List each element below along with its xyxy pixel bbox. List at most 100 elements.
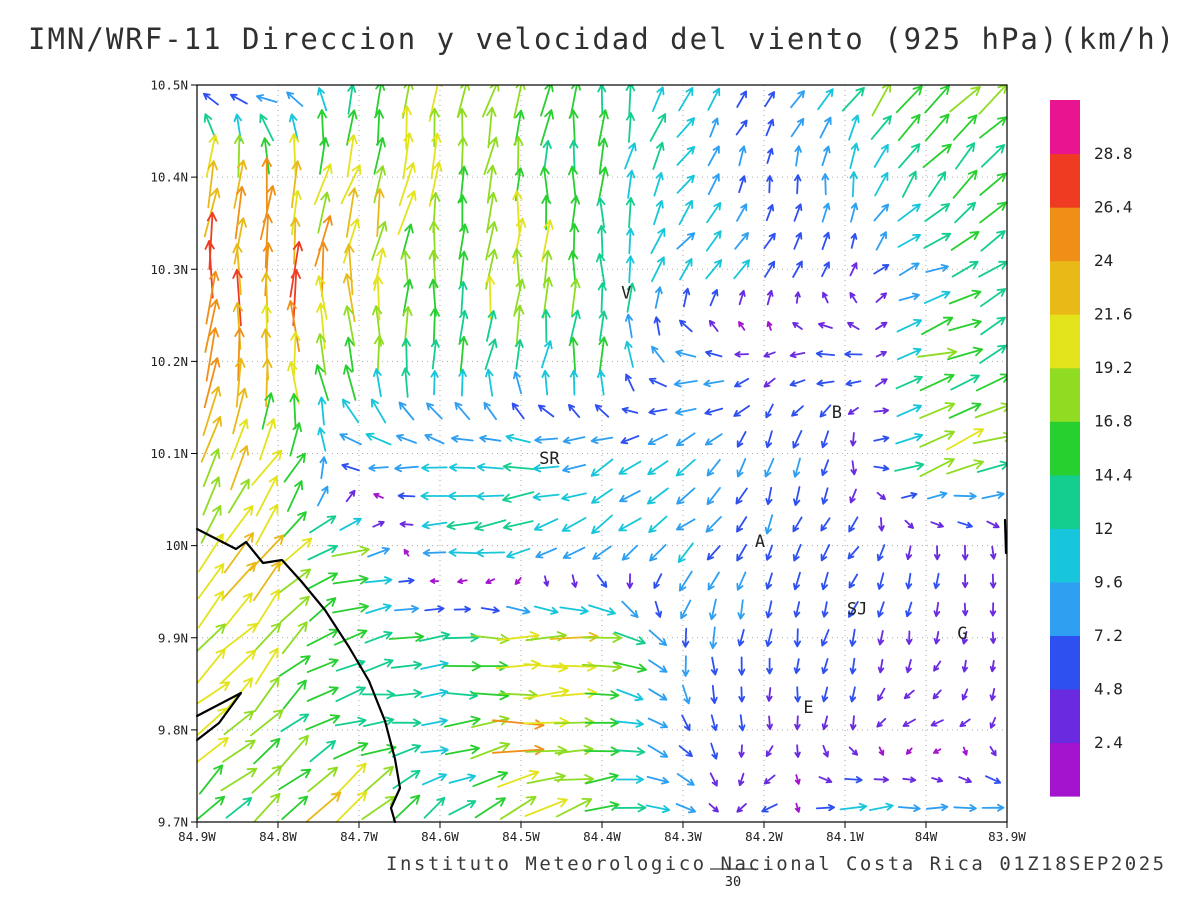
wind-arrow — [472, 661, 509, 671]
wind-arrow — [280, 734, 309, 768]
wind-arrow — [421, 521, 448, 530]
wind-arrow — [307, 572, 338, 590]
wind-arrow — [204, 298, 220, 353]
wind-arrow — [418, 631, 451, 642]
wind-arrow — [736, 516, 748, 533]
wind-arrow — [675, 458, 696, 477]
wind-arrow — [339, 517, 362, 531]
wind-arrow — [792, 543, 802, 562]
wind-arrow — [849, 142, 860, 169]
x-tick-label: 84.4W — [583, 829, 621, 844]
wind-arrow — [981, 144, 1006, 168]
wind-arrow — [897, 113, 921, 142]
x-tick-label: 84.3W — [664, 829, 702, 844]
colorbar-segment — [1050, 581, 1080, 636]
wind-arrow — [847, 321, 860, 330]
wind-arrow — [313, 163, 333, 205]
wind-arrow — [709, 598, 717, 621]
wind-arrow — [653, 172, 664, 197]
wind-arrow — [926, 803, 949, 812]
wind-arrow — [930, 521, 944, 529]
wind-arrow — [233, 159, 248, 209]
wind-arrow — [792, 260, 803, 278]
wind-arrow — [524, 797, 568, 817]
wind-arrow — [374, 85, 386, 118]
wind-arrow — [259, 185, 277, 240]
footer-credit: Instituto Meteorologico Nacional Costa R… — [386, 853, 1167, 875]
wind-arrow — [458, 335, 469, 373]
wind-arrow — [373, 368, 382, 398]
wind-arrow — [955, 142, 976, 170]
colorbar-tick-label: 2.4 — [1094, 733, 1123, 752]
wind-arrow — [251, 765, 283, 794]
wind-arrow — [675, 803, 696, 814]
wind-arrow — [844, 350, 863, 358]
wind-arrow — [581, 632, 623, 643]
wind-arrow — [200, 416, 222, 463]
wind-arrow — [681, 627, 690, 648]
y-tick-label: 10.2N — [150, 354, 188, 369]
y-tick-label: 9.7N — [158, 815, 188, 830]
wind-arrow — [261, 157, 272, 212]
wind-arrow — [492, 744, 545, 756]
wind-arrow — [569, 139, 579, 172]
y-tick-label: 9.8N — [158, 722, 188, 737]
wind-arrow — [792, 457, 801, 478]
wind-arrow — [616, 688, 644, 702]
wind-arrow — [559, 606, 589, 615]
wind-arrow — [339, 433, 362, 446]
wind-arrow — [513, 136, 524, 176]
wind-arrow — [736, 431, 747, 448]
wind-arrow — [876, 718, 887, 728]
wind-arrow — [766, 715, 773, 731]
y-tick-label: 9.9N — [158, 630, 188, 645]
wind-arrow — [647, 460, 669, 476]
wind-arrow — [926, 491, 948, 500]
wind-arrow — [704, 433, 723, 446]
wind-arrow — [541, 219, 554, 263]
wind-arrow — [738, 321, 746, 331]
wind-arrow — [289, 392, 300, 430]
station-label-a: A — [755, 532, 765, 552]
wind-arrow — [710, 656, 718, 676]
wind-arrow — [581, 661, 623, 672]
x-tick-label: 84.1W — [826, 829, 864, 844]
wind-arrow — [598, 336, 609, 373]
wind-arrow — [849, 657, 857, 675]
wind-arrow — [682, 684, 691, 705]
wind-arrow — [232, 268, 243, 327]
wind-arrow — [343, 364, 357, 401]
wind-arrow — [821, 571, 829, 591]
wind-arrow — [905, 601, 913, 618]
wind-arrow — [896, 319, 922, 333]
wind-arrow — [676, 487, 696, 505]
colorbar-segment — [1050, 314, 1080, 369]
wind-arrow — [821, 202, 831, 223]
wind-arrow — [373, 334, 385, 374]
wind-arrow — [255, 475, 278, 517]
wind-arrow — [651, 345, 665, 363]
wind-arrow — [766, 687, 773, 702]
wind-arrow — [793, 203, 803, 222]
wind-arrow — [647, 433, 668, 445]
wind-arrow — [319, 136, 330, 175]
wind-arrow — [706, 458, 721, 477]
wind-arrow — [952, 169, 978, 199]
wind-arrow — [819, 404, 832, 418]
wind-arrow — [318, 241, 329, 297]
wind-arrow — [989, 602, 997, 617]
wind-arrow — [822, 291, 829, 304]
wind-arrow — [738, 714, 746, 732]
wind-arrow — [523, 686, 570, 700]
wind-arrow — [571, 574, 578, 588]
y-tick-label: 10.4N — [150, 170, 188, 185]
y-tick-label: 10.5N — [150, 78, 188, 93]
wind-arrow — [360, 744, 397, 756]
wind-arrow — [223, 532, 254, 574]
wind-arrow — [874, 172, 889, 197]
wind-arrow — [736, 544, 747, 562]
wind-arrow — [849, 262, 858, 277]
colorbar-segment — [1050, 421, 1080, 476]
wind-arrow — [471, 690, 510, 701]
